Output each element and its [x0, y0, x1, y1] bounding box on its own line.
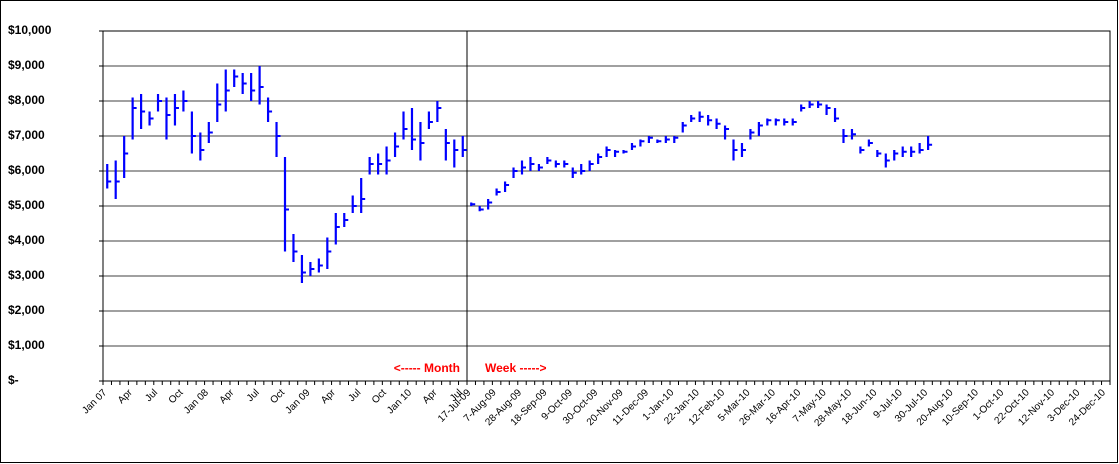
y-tick-label: $10,000: [8, 23, 52, 37]
y-tick-label: $5,000: [8, 198, 45, 212]
y-tick-label: $1,000: [8, 338, 45, 352]
y-tick-label: $9,000: [8, 58, 45, 72]
week-annotation: Week ----->: [485, 361, 546, 375]
y-tick-label: $6,000: [8, 163, 45, 177]
y-tick-label: $4,000: [8, 233, 45, 247]
y-tick-label: $2,000: [8, 303, 45, 317]
y-tick-label: $8,000: [8, 93, 45, 107]
y-tick-label: $7,000: [8, 128, 45, 142]
month-annotation: <----- Month: [394, 361, 460, 375]
y-tick-label: $3,000: [8, 268, 45, 282]
y-tick-label: $-: [8, 373, 19, 387]
